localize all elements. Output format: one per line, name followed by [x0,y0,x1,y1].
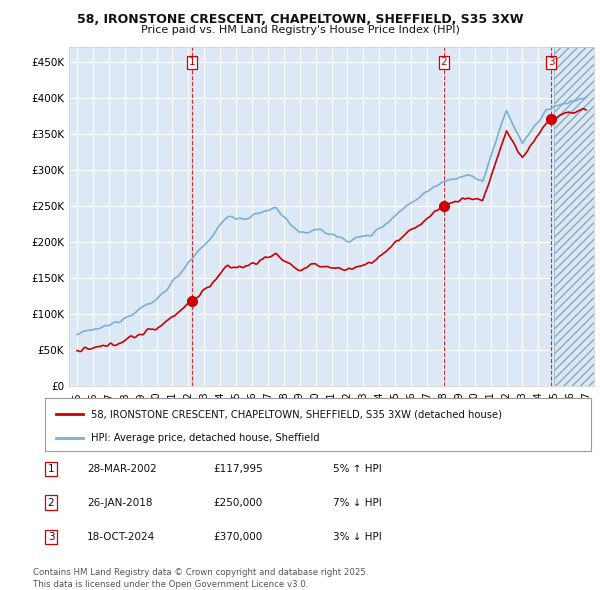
Text: 3: 3 [47,532,55,542]
Text: 2: 2 [47,498,55,507]
Text: Price paid vs. HM Land Registry's House Price Index (HPI): Price paid vs. HM Land Registry's House … [140,25,460,35]
Text: 7% ↓ HPI: 7% ↓ HPI [333,498,382,507]
Text: £250,000: £250,000 [213,498,262,507]
Text: 26-JAN-2018: 26-JAN-2018 [87,498,152,507]
Text: 28-MAR-2002: 28-MAR-2002 [87,464,157,474]
Text: HPI: Average price, detached house, Sheffield: HPI: Average price, detached house, Shef… [91,433,320,443]
Text: £370,000: £370,000 [213,532,262,542]
Text: £117,995: £117,995 [213,464,263,474]
Text: 1: 1 [47,464,55,474]
Text: Contains HM Land Registry data © Crown copyright and database right 2025.
This d: Contains HM Land Registry data © Crown c… [33,568,368,589]
Bar [554,47,594,386]
Text: 1: 1 [188,57,195,67]
Text: 58, IRONSTONE CRESCENT, CHAPELTOWN, SHEFFIELD, S35 3XW: 58, IRONSTONE CRESCENT, CHAPELTOWN, SHEF… [77,13,523,26]
Text: 18-OCT-2024: 18-OCT-2024 [87,532,155,542]
Text: 5% ↑ HPI: 5% ↑ HPI [333,464,382,474]
Text: 58, IRONSTONE CRESCENT, CHAPELTOWN, SHEFFIELD, S35 3XW (detached house): 58, IRONSTONE CRESCENT, CHAPELTOWN, SHEF… [91,409,502,419]
Text: 3% ↓ HPI: 3% ↓ HPI [333,532,382,542]
Text: 3: 3 [548,57,554,67]
Text: 2: 2 [440,57,447,67]
